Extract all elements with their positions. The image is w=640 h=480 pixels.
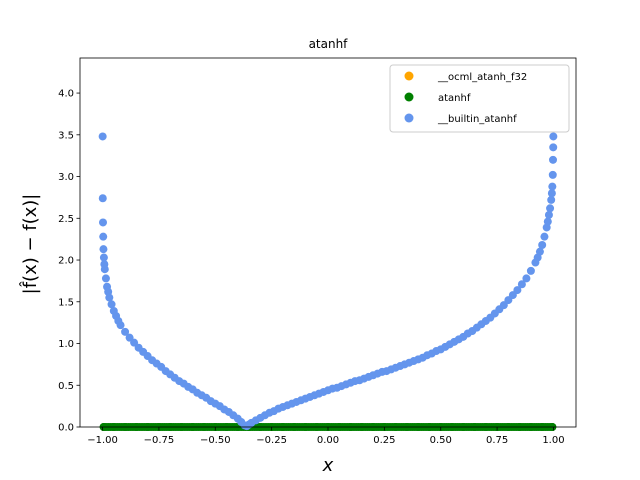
data-point [116, 321, 125, 330]
data-point [548, 170, 557, 179]
legend-marker [404, 113, 414, 123]
x-tick-label: 0.25 [373, 435, 395, 446]
data-point [547, 195, 556, 204]
series-2 [98, 132, 558, 431]
axes-layer: −1.00 −0.75 −0.50 −0.25 0.00 0.25 0.50 0.75 1.00… [58, 57, 577, 446]
x-tick-label: −0.25 [256, 435, 287, 446]
data-point [517, 280, 526, 289]
x-tick-label: 1.00 [542, 435, 564, 446]
data-point [101, 274, 110, 283]
y-tick-label: 2.0 [58, 256, 74, 267]
data-point [513, 286, 522, 295]
y-tick-label: 1.5 [58, 297, 74, 308]
legend-label: __builtin_atanhf [437, 114, 517, 125]
legend-label: __ocml_atanh_f32 [437, 72, 527, 83]
x-tick-label: 0.50 [430, 435, 452, 446]
x-tick-label: −0.75 [144, 435, 175, 446]
data-point [547, 189, 556, 198]
data-point [98, 194, 107, 203]
legend-label: atanhf [438, 93, 471, 104]
x-tick-label: −1.00 [87, 435, 118, 446]
data-point [535, 247, 544, 256]
y-tick-label: 3.5 [58, 130, 74, 141]
data-point [549, 143, 558, 152]
data-point [546, 204, 555, 213]
data-point [549, 155, 557, 164]
x-axis-label: x [322, 455, 334, 476]
data-point [99, 218, 107, 227]
data-point [543, 217, 552, 226]
data-point [98, 132, 107, 141]
data-point [522, 274, 531, 283]
data-point [549, 132, 558, 141]
data-point [121, 327, 130, 336]
data-point [526, 266, 535, 275]
y-tick-label: 2.5 [58, 214, 74, 225]
chart-title: atanhf [309, 37, 349, 51]
x-tick-label: 0.00 [317, 435, 339, 446]
legend-marker [404, 92, 414, 102]
data-point [544, 210, 553, 219]
y-tick-label: 3.0 [58, 172, 74, 183]
data-point [540, 232, 549, 241]
data-point [107, 300, 116, 309]
data-point [548, 182, 557, 191]
y-tick-label: 4.0 [58, 89, 74, 100]
data-point [99, 245, 108, 254]
legend-marker [404, 71, 414, 81]
y-tick-label: 1.0 [58, 339, 74, 350]
data-point [100, 265, 109, 274]
y-tick-label: 0.5 [58, 381, 74, 392]
y-tick-label: 0.0 [58, 423, 74, 434]
y-axis-label-group: |f̂(x) − f(x)| [20, 194, 41, 295]
data-point [99, 232, 108, 241]
legend-box [389, 64, 570, 133]
y-axis-label: |f̂(x) − f(x)| [20, 194, 41, 295]
data-point [99, 253, 108, 262]
x-tick-label: −0.50 [200, 435, 231, 446]
data-point [105, 293, 114, 302]
x-tick-label: 0.75 [486, 435, 508, 446]
data-point [538, 241, 547, 249]
